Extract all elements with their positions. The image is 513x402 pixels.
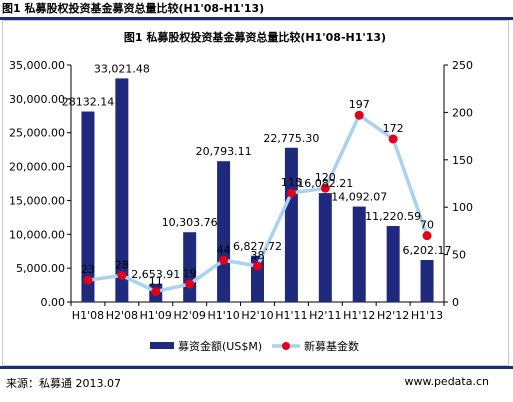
line-point bbox=[117, 270, 127, 280]
line-point bbox=[388, 134, 398, 144]
line-value-label: 44 bbox=[217, 243, 231, 256]
line-point bbox=[253, 261, 262, 271]
line-value-label: 172 bbox=[383, 122, 404, 135]
bar-value-label: 28132.14 bbox=[62, 96, 115, 109]
y-right-tick-label: 100 bbox=[452, 201, 473, 214]
legend-label-line: 新募基金数 bbox=[304, 339, 359, 353]
x-tick-label: H2'08 bbox=[106, 309, 138, 322]
bar bbox=[420, 260, 434, 302]
bar bbox=[352, 206, 366, 302]
bar-value-label: 11,220.59 bbox=[365, 210, 421, 223]
bar-value-label: 16,082.21 bbox=[297, 177, 353, 190]
bar-value-label: 22,775.30 bbox=[263, 132, 319, 145]
line-value-label: 23 bbox=[81, 263, 95, 276]
x-tick-label: H1'10 bbox=[207, 309, 239, 322]
bar-value-label: 10,303.76 bbox=[162, 216, 218, 229]
line-point bbox=[151, 287, 161, 297]
y-left-tick-label: 0.00 bbox=[41, 296, 66, 309]
line-point bbox=[354, 110, 364, 120]
x-tick-label: H1'09 bbox=[140, 309, 172, 322]
bar bbox=[81, 111, 95, 303]
bar-series bbox=[81, 78, 434, 303]
bottom-divider bbox=[0, 366, 513, 369]
line-point bbox=[83, 275, 93, 285]
bar-value-label: 20,793.11 bbox=[196, 145, 252, 158]
x-tick-label: H2'11 bbox=[309, 309, 341, 322]
bar bbox=[284, 147, 298, 302]
x-tick-label: H2'10 bbox=[241, 309, 273, 322]
y-right-tick-label: 0 bbox=[452, 296, 459, 309]
legend-swatch-marker bbox=[282, 342, 290, 350]
line-point bbox=[422, 231, 432, 241]
x-tick-label: H1'08 bbox=[72, 309, 104, 322]
bar-value-label: 6,827.72 bbox=[233, 240, 282, 253]
y-left-tick-label: 35,000.00 bbox=[9, 59, 65, 72]
bar-value-label: 14,092.07 bbox=[331, 191, 387, 204]
legend: 募资金额(US$M) 新募基金数 bbox=[150, 339, 359, 353]
line-value-label: 28 bbox=[115, 258, 129, 271]
line-point bbox=[185, 279, 195, 289]
line-point bbox=[286, 188, 296, 198]
legend-swatch-bar bbox=[150, 342, 174, 349]
y-left-tick-label: 10,000.00 bbox=[9, 228, 65, 241]
line-value-label: 19 bbox=[183, 267, 197, 280]
line-value-label: 11 bbox=[149, 275, 163, 288]
axes: 0.005,000.0010,000.0015,000.0020,000.002… bbox=[9, 59, 473, 322]
line-value-label: 38 bbox=[251, 249, 265, 262]
y-left-tick-label: 20,000.00 bbox=[9, 161, 65, 174]
bar bbox=[115, 78, 129, 303]
chart: 图1 私募股权投资基金募资总量比较(H1'08-H1'13) 0.00 5,000… bbox=[9, 30, 473, 353]
line-point bbox=[320, 183, 330, 193]
line-value-label: 70 bbox=[420, 219, 434, 232]
bar-value-label: 2,653.91 bbox=[131, 268, 180, 281]
x-tick-label: H1'11 bbox=[275, 309, 307, 322]
y-right-tick-label: 50 bbox=[452, 249, 466, 262]
legend-label-bar: 募资金额(US$M) bbox=[178, 339, 262, 353]
y-right-tick-label: 150 bbox=[452, 154, 473, 167]
y-left-tick-label: 15,000.00 bbox=[9, 194, 65, 207]
line-value-label: 115 bbox=[281, 176, 302, 189]
bar bbox=[318, 193, 332, 302]
y-left-tick-label: 30,000.00 bbox=[9, 93, 65, 106]
bar-value-label: 6,202.17 bbox=[403, 244, 452, 257]
top-divider bbox=[0, 17, 513, 20]
chart-frame: 图1 私募股权投资基金募资总量比较(H1'08-H1'13) 0.00 5,000… bbox=[2, 20, 509, 366]
bar bbox=[217, 161, 231, 302]
line-series bbox=[83, 110, 432, 297]
x-tick-label: H1'12 bbox=[343, 309, 375, 322]
source-text: 来源：私募通 2013.07 bbox=[6, 377, 121, 390]
x-tick-label: H2'12 bbox=[377, 309, 409, 322]
y-right-tick-label: 200 bbox=[452, 106, 473, 119]
y-right-tick-label: 250 bbox=[452, 59, 473, 72]
bar-value-label: 33,021.48 bbox=[94, 62, 150, 75]
data-labels: 28132.14 33,021.48 2,653.91 10,303.76 20,793… bbox=[62, 62, 452, 287]
footer: 来源：私募通 2013.07 www.pedata.cn bbox=[0, 370, 513, 400]
line-value-label: 197 bbox=[349, 98, 370, 111]
x-tick-label: H2'09 bbox=[174, 309, 206, 322]
y-left-tick-label: 5,000.00 bbox=[16, 262, 65, 275]
x-tick-label: H1'13 bbox=[411, 309, 443, 322]
website-link[interactable]: www.pedata.cn bbox=[404, 375, 489, 388]
chart-title: 图1 私募股权投资基金募资总量比较(H1'08-H1'13) bbox=[124, 30, 386, 44]
line-value-label: 120 bbox=[315, 171, 336, 184]
line-point bbox=[219, 255, 229, 265]
bar bbox=[386, 226, 400, 302]
y-left-tick-label: 25,000.00 bbox=[9, 127, 65, 140]
page-title: 图1 私募股权投资基金募资总量比较(H1'08-H1'13) bbox=[2, 2, 265, 15]
